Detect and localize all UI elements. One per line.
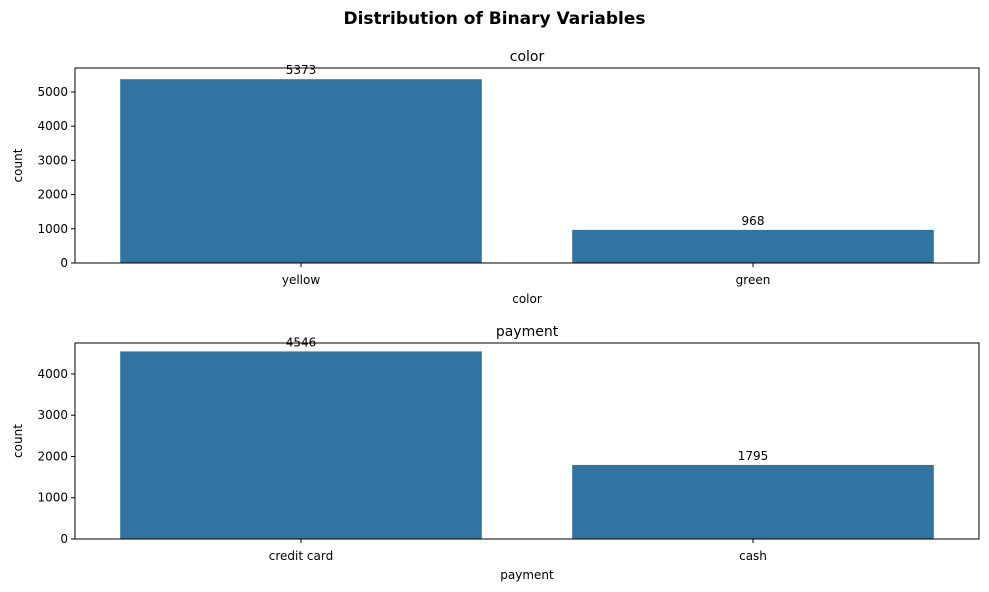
x-axis-label: payment [500,568,554,582]
y-tick-label: 5000 [37,85,68,99]
x-tick-label: green [736,273,771,287]
bar [120,351,482,539]
y-tick-label: 3000 [37,153,68,167]
bar [572,229,934,263]
y-tick-label: 1000 [37,491,68,505]
axes-frame [74,342,980,540]
x-tick-label: yellow [282,273,320,287]
chart-color: 5373 yellow 968 green 0 1000 2000 3000 4000 5000 c… [11,49,980,306]
chart-title: color [510,49,545,65]
y-tick-label: 4000 [37,119,68,133]
y-tick-label: 0 [60,256,68,270]
bar [120,79,482,263]
y-tick-label: 4000 [37,367,68,381]
x-axis-label: color [512,292,542,306]
figure-suptitle: Distribution of Binary Variables [343,9,645,29]
chart-title: payment [496,324,559,340]
x-tick-label: cash [739,549,767,563]
y-axis-label: count [11,424,25,458]
y-tick-label: 2000 [37,188,68,202]
y-axis-label: count [11,148,25,182]
chart-payment: 4546 credit card 1795 cash 0 1000 2000 3000 4000… [11,324,980,582]
axes-frame [74,67,980,264]
bar-data-label: 968 [742,214,765,228]
x-tick-label: credit card [269,549,333,563]
bar-data-label: 4546 [286,335,317,349]
bar-data-label: 5373 [286,63,317,77]
y-tick-label: 0 [60,532,68,546]
y-tick-label: 1000 [37,222,68,236]
y-tick-label: 3000 [37,408,68,422]
y-tick-label: 2000 [37,449,68,463]
bar-data-label: 1795 [738,449,769,463]
bar [572,464,934,539]
